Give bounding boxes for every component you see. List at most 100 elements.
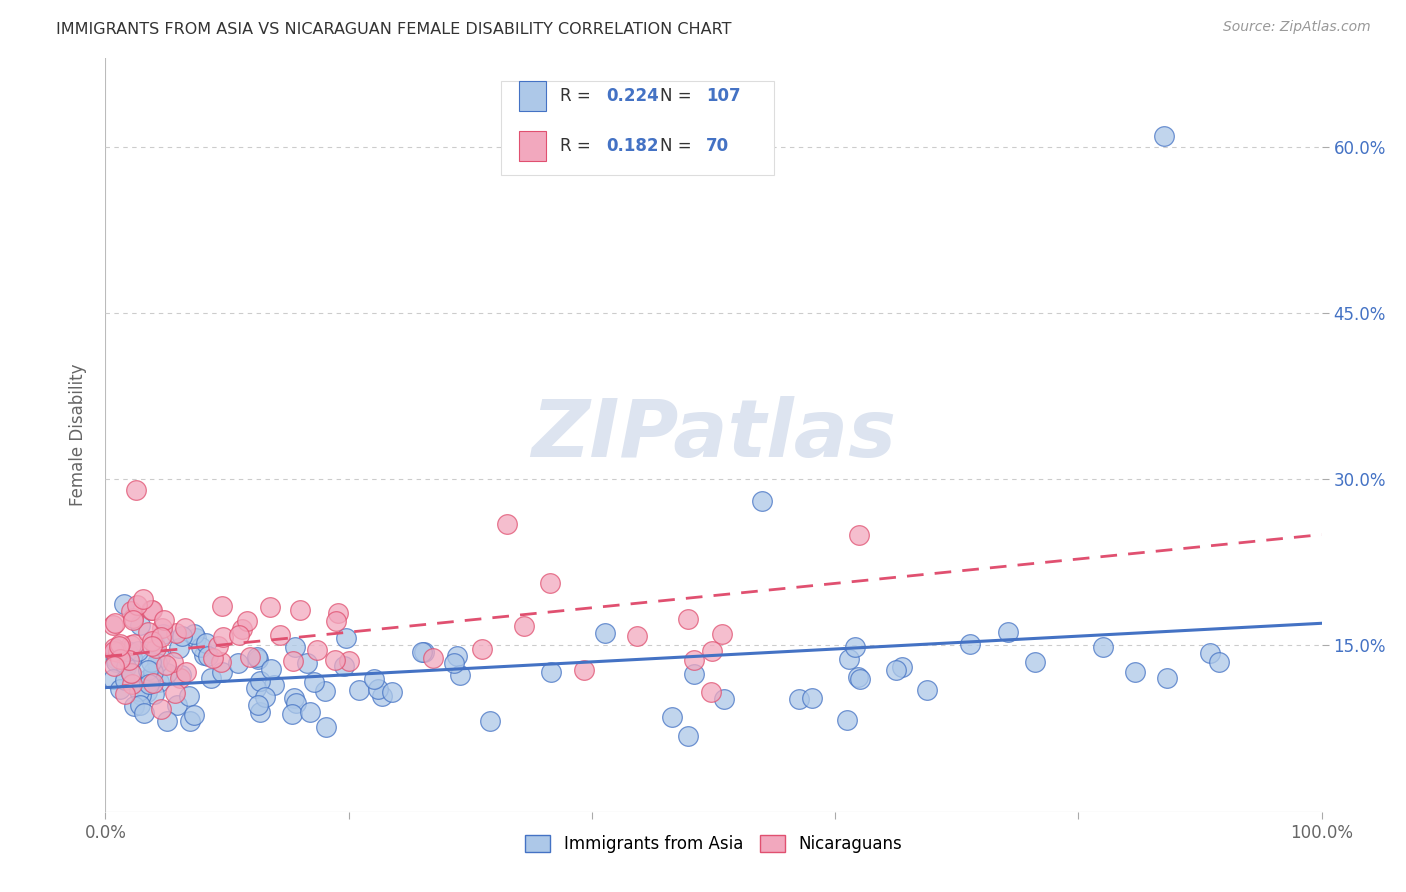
Point	[239, 650, 262, 665]
Point	[325, 653, 347, 667]
Point	[661, 709, 683, 723]
Point	[155, 657, 177, 672]
Point	[172, 629, 194, 643]
Point	[246, 652, 269, 666]
Point	[713, 692, 735, 706]
Point	[129, 688, 152, 702]
Point	[120, 638, 142, 652]
Point	[110, 682, 132, 697]
Point	[315, 720, 337, 734]
Point	[149, 630, 172, 644]
Point	[305, 643, 328, 657]
Point	[107, 639, 129, 653]
Point	[513, 618, 536, 632]
Point	[150, 621, 173, 635]
Point	[150, 702, 173, 716]
Point	[284, 696, 307, 710]
Point	[148, 675, 170, 690]
Point	[226, 657, 249, 671]
Text: N =: N =	[659, 87, 697, 104]
Point	[283, 690, 305, 705]
Point	[263, 678, 285, 692]
Point	[122, 611, 145, 625]
Point	[787, 692, 810, 706]
Point	[120, 604, 142, 618]
Point	[1153, 128, 1175, 143]
Point	[108, 637, 131, 651]
Point	[848, 672, 870, 686]
Point	[1024, 656, 1046, 670]
Bar	[519, 80, 546, 111]
Point	[284, 640, 307, 655]
Point	[335, 631, 357, 645]
Point	[165, 626, 187, 640]
Point	[337, 654, 360, 668]
Point	[136, 672, 159, 686]
Point	[683, 667, 706, 681]
Point	[249, 705, 271, 719]
Point	[104, 655, 127, 669]
Text: 107: 107	[706, 87, 741, 104]
Point	[846, 670, 869, 684]
Point	[253, 690, 276, 705]
Point	[139, 655, 162, 669]
Point	[121, 677, 143, 691]
Point	[710, 627, 733, 641]
Point	[209, 655, 232, 669]
Point	[381, 685, 404, 699]
Point	[288, 603, 311, 617]
Point	[411, 645, 433, 659]
Point	[699, 685, 721, 699]
Point	[371, 690, 394, 704]
Point	[121, 649, 143, 664]
Point	[173, 621, 195, 635]
Point	[183, 626, 205, 640]
Point	[179, 714, 201, 728]
Point	[125, 483, 148, 498]
Point	[848, 527, 870, 541]
Point	[177, 689, 200, 703]
Point	[132, 591, 155, 606]
Point	[891, 660, 914, 674]
Point	[139, 674, 162, 689]
Point	[626, 629, 648, 643]
Point	[103, 615, 125, 630]
Point	[142, 635, 165, 649]
Text: IMMIGRANTS FROM ASIA VS NICARAGUAN FEMALE DISABILITY CORRELATION CHART: IMMIGRANTS FROM ASIA VS NICARAGUAN FEMAL…	[56, 22, 731, 37]
Point	[479, 714, 502, 729]
Point	[443, 656, 465, 670]
Point	[103, 618, 125, 632]
Point	[167, 641, 190, 656]
Point	[700, 644, 723, 658]
Point	[142, 665, 165, 679]
Point	[326, 607, 349, 621]
Point	[884, 663, 907, 677]
Point	[141, 633, 163, 648]
Point	[246, 649, 269, 664]
Point	[156, 666, 179, 681]
Point	[166, 698, 188, 712]
Point	[114, 673, 136, 688]
Point	[195, 636, 218, 650]
Point	[347, 682, 370, 697]
Point	[176, 665, 198, 679]
Point	[190, 640, 212, 654]
Point	[249, 674, 271, 689]
Point	[122, 637, 145, 651]
Point	[141, 603, 163, 617]
Point	[446, 648, 468, 663]
Point	[211, 599, 233, 613]
Point	[120, 666, 142, 681]
Point	[162, 655, 184, 669]
Point	[228, 628, 250, 642]
Text: 0.224: 0.224	[606, 87, 659, 104]
Point	[260, 662, 283, 676]
Point	[844, 640, 866, 654]
Point	[103, 641, 125, 656]
Point	[103, 658, 125, 673]
Point	[145, 656, 167, 670]
Bar	[519, 131, 546, 161]
Point	[136, 664, 159, 678]
Point	[449, 668, 471, 682]
Point	[295, 657, 318, 671]
